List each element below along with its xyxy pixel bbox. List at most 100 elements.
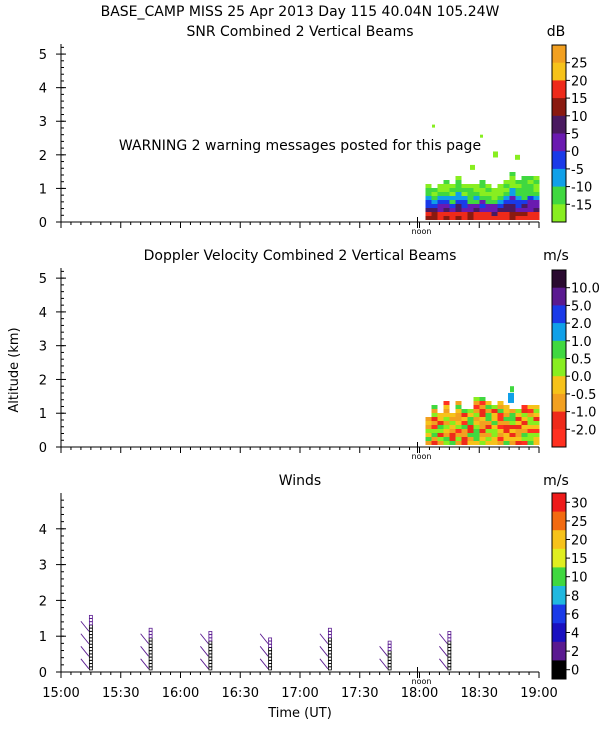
heatmap-cell xyxy=(479,188,486,192)
heatmap-cell xyxy=(443,437,450,441)
heatmap-cell xyxy=(479,429,486,433)
heatmap-cell xyxy=(437,204,444,208)
wind-marker xyxy=(387,656,392,661)
wind-marker xyxy=(148,650,153,655)
wind-barb xyxy=(319,633,329,645)
x-tick-label: 16:00 xyxy=(162,686,199,701)
wind-marker xyxy=(387,660,392,664)
heatmap-cell xyxy=(497,188,504,192)
colorbar-swatch xyxy=(552,358,566,377)
heatmap-cell xyxy=(509,200,516,204)
heatmap-cell xyxy=(533,417,540,421)
heatmap-cell xyxy=(425,212,432,216)
heatmap-cell xyxy=(521,437,528,441)
colorbar-label: 0 xyxy=(571,664,579,679)
wind-barb xyxy=(200,633,209,645)
heatmap-cell xyxy=(437,216,444,220)
colorbar-swatch xyxy=(552,287,566,306)
noon-label: noon xyxy=(412,452,432,461)
heatmap-cell xyxy=(425,441,432,445)
heatmap-cell xyxy=(473,405,480,409)
heatmap-cell xyxy=(515,184,522,188)
heatmap-cell xyxy=(461,429,468,433)
heatmap-cell xyxy=(515,154,520,160)
wind-marker xyxy=(148,663,153,668)
heatmap-cell xyxy=(533,425,540,429)
heatmap-cell xyxy=(431,196,438,200)
wind-marker xyxy=(268,650,273,655)
heatmap-cell xyxy=(437,417,444,421)
colorbar-swatch xyxy=(552,411,566,430)
y-tick-label: 0 xyxy=(39,666,47,681)
heatmap-cell xyxy=(431,212,438,216)
heatmap-cell xyxy=(521,180,528,184)
heatmap-cell xyxy=(480,134,483,138)
wind-barb xyxy=(140,646,149,657)
heatmap-cell xyxy=(425,196,432,200)
heatmap-cell xyxy=(443,405,450,409)
y-tick-label: 2 xyxy=(39,373,47,388)
heatmap-cell xyxy=(467,409,474,413)
heatmap-cell xyxy=(527,405,534,409)
wind-marker xyxy=(208,634,213,639)
colorbar-swatch xyxy=(552,604,566,624)
heatmap-cell xyxy=(485,437,492,441)
heatmap-cell xyxy=(497,413,504,417)
heatmap-cell xyxy=(485,188,492,192)
y-tick-label: 4 xyxy=(39,306,47,321)
wind-marker xyxy=(447,653,452,658)
heatmap-cell xyxy=(473,437,480,441)
wind-marker xyxy=(447,660,452,664)
wind-marker xyxy=(88,634,93,639)
heatmap-cell xyxy=(455,433,462,437)
wind-marker xyxy=(327,637,332,642)
heatmap-cell xyxy=(527,425,534,429)
heatmap-cell xyxy=(449,421,456,425)
wind-marker xyxy=(387,666,392,671)
heatmap-cell xyxy=(473,429,480,433)
colorbar-swatch xyxy=(552,115,566,134)
colorbar-swatch xyxy=(552,305,566,324)
heatmap-cell xyxy=(431,405,438,409)
wind-marker xyxy=(268,656,273,661)
heatmap-cell xyxy=(533,429,540,433)
heatmap-cell xyxy=(449,413,456,417)
y-tick-label: 3 xyxy=(39,115,47,130)
heatmap-cell xyxy=(455,192,462,196)
wind-marker xyxy=(208,653,213,658)
heatmap-cell xyxy=(425,188,432,192)
heatmap-cell xyxy=(455,437,462,441)
colorbar-swatch xyxy=(552,493,566,513)
wind-marker xyxy=(148,666,153,671)
colorbar-swatch xyxy=(552,340,566,359)
heatmap-cell xyxy=(503,188,510,192)
heatmap-cell xyxy=(479,192,486,196)
heatmap-cell xyxy=(497,441,504,445)
heatmap-cell xyxy=(521,176,528,180)
wind-marker xyxy=(327,650,332,655)
heatmap-cell xyxy=(443,192,450,196)
heatmap-cell xyxy=(425,216,432,220)
wind-barb xyxy=(200,658,209,670)
wind-marker xyxy=(208,640,213,645)
heatmap-cell xyxy=(467,196,474,200)
colorbar-swatch xyxy=(552,80,566,99)
y-tick-label: 0 xyxy=(39,216,47,231)
heatmap-cell xyxy=(437,192,444,196)
heatmap-cell xyxy=(443,204,450,208)
heatmap-cell xyxy=(515,212,522,216)
heatmap-cell xyxy=(431,441,438,445)
heatmap-cell xyxy=(515,216,522,220)
wind-barb xyxy=(80,633,90,645)
heatmap-cell xyxy=(533,196,540,200)
heatmap-cell xyxy=(491,216,498,220)
wind-marker xyxy=(327,663,332,668)
heatmap-cell xyxy=(491,425,498,429)
heatmap-cell xyxy=(479,425,486,429)
x-tick-label: 16:30 xyxy=(222,686,259,701)
colorbar-swatch xyxy=(552,323,566,342)
x-tick-label: 17:00 xyxy=(281,686,318,701)
heatmap-cell xyxy=(491,192,498,196)
heatmap-cell xyxy=(467,441,474,445)
heatmap-cell xyxy=(473,397,480,401)
